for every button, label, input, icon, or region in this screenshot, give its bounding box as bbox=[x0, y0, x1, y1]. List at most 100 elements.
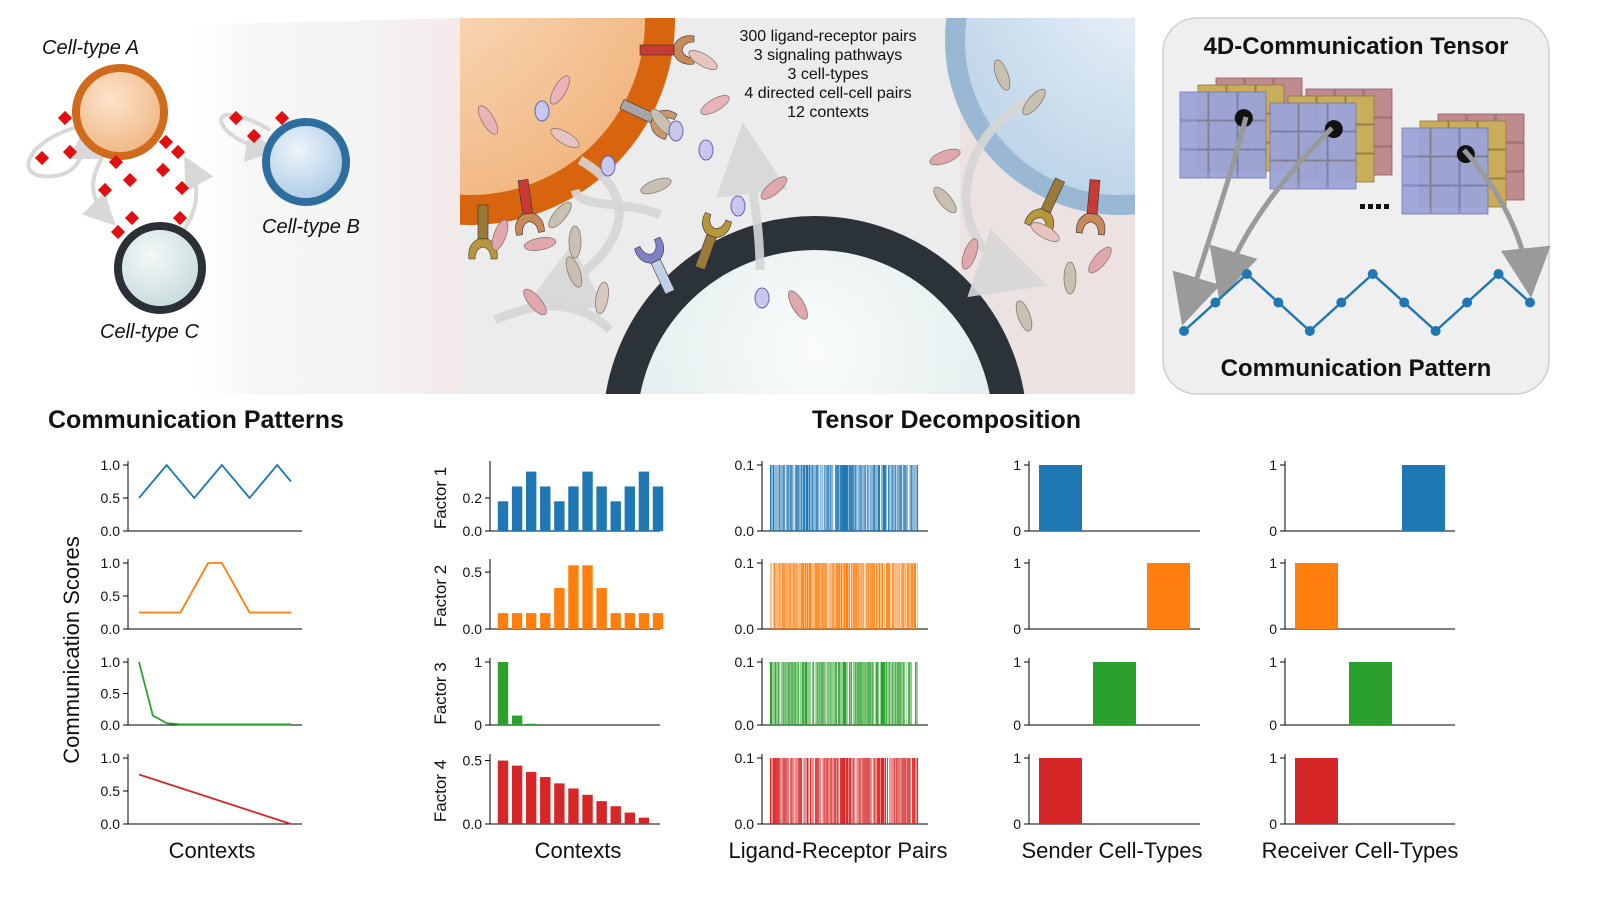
lr-bar bbox=[793, 758, 794, 824]
lr-bar bbox=[816, 662, 817, 725]
receptor-icon bbox=[515, 178, 545, 236]
lr-bar bbox=[849, 662, 850, 725]
lr-bar bbox=[835, 563, 837, 629]
ligand-icon bbox=[478, 105, 498, 135]
lr-bar bbox=[832, 758, 834, 824]
ligand-icon bbox=[788, 290, 808, 320]
lr-bar bbox=[842, 465, 843, 531]
tensor-panel: 4D-Communication Tensor Communication Pa… bbox=[1162, 17, 1551, 395]
lr-bar bbox=[906, 662, 908, 725]
lr-bar bbox=[821, 563, 823, 629]
lr-bar bbox=[904, 465, 905, 531]
receptor-icon bbox=[634, 236, 675, 295]
pattern-series-line bbox=[138, 773, 292, 825]
context-bar bbox=[554, 783, 565, 824]
cell-type-a-label: Cell-type A bbox=[42, 37, 139, 59]
lr-bar bbox=[869, 758, 871, 824]
lr-bar bbox=[892, 662, 893, 725]
lr-bar bbox=[861, 662, 862, 725]
signal-dot bbox=[62, 144, 78, 160]
lr-bar bbox=[873, 465, 875, 531]
y-tick-label: 1 bbox=[1269, 555, 1277, 571]
lr-bar bbox=[770, 563, 772, 629]
lr-bar bbox=[773, 662, 774, 725]
tensor-cell bbox=[1401, 156, 1431, 186]
lr-bar bbox=[915, 465, 917, 531]
lr-bar bbox=[881, 465, 883, 531]
cell-c-membrane bbox=[605, 216, 1025, 394]
lr-bar bbox=[861, 563, 863, 629]
y-tick-label: 0.0 bbox=[735, 523, 755, 539]
lr-bar bbox=[792, 662, 793, 725]
lr-bar bbox=[822, 662, 824, 725]
lr-bar bbox=[849, 563, 850, 629]
lr-bar bbox=[824, 758, 825, 824]
lr-bar bbox=[852, 662, 854, 725]
lr-bar bbox=[894, 758, 896, 824]
lr-bar bbox=[851, 563, 852, 629]
context-bar bbox=[568, 565, 579, 629]
lr-bar bbox=[880, 662, 882, 725]
lr-bar bbox=[805, 758, 807, 824]
lr-bar bbox=[789, 465, 791, 531]
y-tick-label: 0 bbox=[1269, 816, 1277, 832]
ligand-icon bbox=[1030, 222, 1060, 242]
lr-bar bbox=[829, 758, 830, 824]
lr-bar bbox=[879, 758, 880, 824]
lr-bar bbox=[843, 758, 845, 824]
lr-bar bbox=[900, 662, 902, 725]
lr-bar bbox=[843, 758, 844, 824]
context-bar bbox=[624, 486, 636, 531]
lr-bar bbox=[889, 465, 891, 531]
lr-bar bbox=[844, 465, 846, 531]
lr-bar bbox=[771, 465, 772, 531]
lr-bar bbox=[844, 758, 845, 824]
pattern-point bbox=[1525, 297, 1535, 308]
lr-bar bbox=[852, 563, 853, 629]
lr-bar bbox=[862, 662, 863, 725]
lr-bar bbox=[821, 563, 822, 629]
cell-b-icon bbox=[262, 118, 350, 206]
lr-bar bbox=[866, 563, 868, 629]
lr-bar bbox=[774, 563, 775, 629]
lr-bar bbox=[822, 465, 823, 531]
lr-bar bbox=[851, 465, 852, 531]
lr-bar bbox=[828, 758, 829, 824]
lr-bar bbox=[881, 758, 883, 824]
lr-bar bbox=[792, 563, 794, 629]
lr-bar bbox=[779, 662, 780, 725]
lr-bar bbox=[914, 563, 916, 629]
context-bar bbox=[582, 565, 593, 629]
lr-bar bbox=[910, 662, 912, 725]
lr-bar bbox=[898, 758, 899, 824]
y-tick-label: 0.0 bbox=[463, 816, 483, 832]
lr-bar bbox=[903, 563, 905, 629]
lr-bar bbox=[800, 758, 802, 824]
lr-bar bbox=[828, 465, 830, 531]
lr-bar bbox=[818, 563, 820, 629]
lr-bar bbox=[843, 662, 845, 725]
summary-line: 3 signaling pathways bbox=[754, 47, 903, 64]
lr-bar bbox=[894, 758, 895, 824]
lr-bar bbox=[870, 465, 872, 531]
lr-bar bbox=[908, 662, 910, 725]
lr-bar bbox=[885, 662, 887, 725]
lr-bar bbox=[889, 662, 890, 725]
lr-bar bbox=[783, 758, 785, 824]
lr-bar bbox=[789, 662, 790, 725]
lr-bar bbox=[809, 662, 811, 725]
lr-bar bbox=[773, 465, 774, 531]
lr-bar bbox=[841, 465, 843, 531]
y-tick-label: 0 bbox=[1013, 523, 1021, 539]
lr-bar bbox=[870, 758, 872, 824]
celltype-bar bbox=[1039, 758, 1082, 824]
pattern-point bbox=[1210, 297, 1221, 308]
lr-bar bbox=[827, 465, 829, 531]
y-tick-label: 1 bbox=[1013, 555, 1021, 571]
celltype-bar bbox=[1295, 758, 1338, 824]
y-tick-label: 1 bbox=[474, 654, 482, 670]
tensor-cell bbox=[1179, 120, 1209, 150]
y-tick-label: 0.0 bbox=[101, 816, 121, 832]
lr-bar bbox=[894, 662, 896, 725]
lr-bar bbox=[811, 758, 812, 824]
